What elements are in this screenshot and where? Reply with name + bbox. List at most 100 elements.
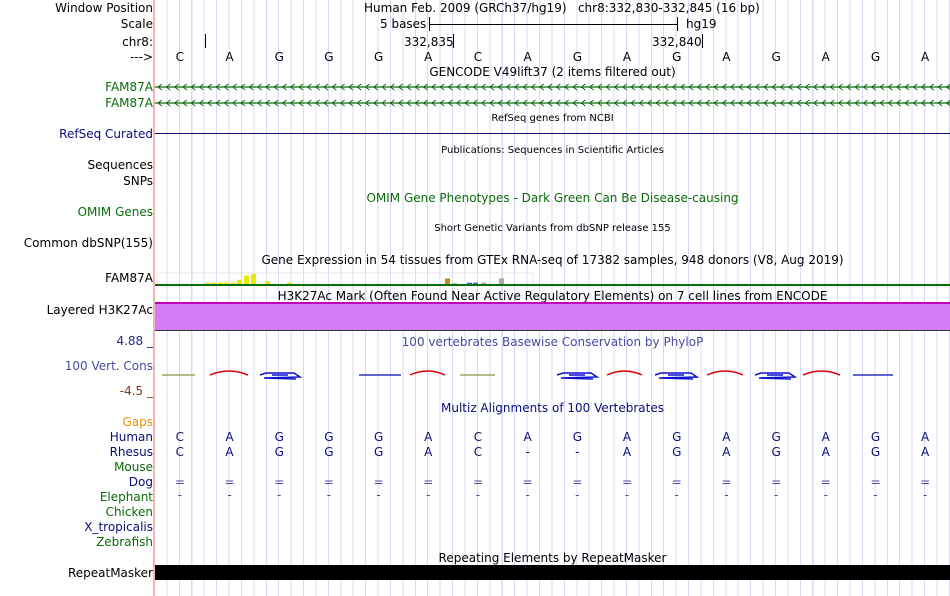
gtex-tissue-bar bbox=[251, 274, 256, 284]
base: G bbox=[870, 50, 881, 64]
label-gencode-1[interactable]: FAM87A bbox=[105, 80, 153, 94]
aligned-base: G bbox=[274, 430, 284, 444]
label-phylop[interactable]: 100 Vert. Cons bbox=[64, 359, 153, 373]
aligned-base: G bbox=[672, 445, 682, 459]
label-rhesus[interactable]: Rhesus bbox=[109, 445, 153, 459]
gtex-tissue-bar bbox=[237, 279, 242, 284]
aligned-base: = bbox=[572, 475, 583, 489]
gtex-tissue-bar bbox=[211, 282, 216, 284]
aligned-base: = bbox=[622, 475, 633, 489]
label-chrom[interactable]: chr8: bbox=[122, 35, 153, 49]
aligned-base: C bbox=[473, 430, 483, 444]
label-zebrafish[interactable]: Zebrafish bbox=[96, 535, 153, 549]
base: A bbox=[722, 50, 731, 64]
label-dog[interactable]: Dog bbox=[128, 475, 153, 489]
label-omim[interactable]: OMIM Genes bbox=[77, 205, 153, 219]
phylop-segment bbox=[606, 370, 643, 376]
title-refseq[interactable]: RefSeq genes from NCBI bbox=[491, 113, 614, 124]
title-gtex[interactable]: Gene Expression in 54 tissues from GTEx … bbox=[261, 253, 844, 267]
base-gridlines bbox=[155, 0, 950, 596]
base: A bbox=[424, 50, 433, 64]
h3k27ac-baseline bbox=[155, 330, 950, 331]
title-multiz[interactable]: Multiz Alignments of 100 Vertebrates bbox=[440, 401, 665, 415]
label-elephant[interactable]: Elephant bbox=[99, 490, 153, 504]
aligned-base: = bbox=[920, 475, 931, 489]
gtex-gene-line bbox=[155, 284, 950, 286]
label-mouse[interactable]: Mouse bbox=[114, 460, 153, 474]
aligned-base: - bbox=[277, 488, 282, 502]
label-chicken[interactable]: Chicken bbox=[105, 505, 153, 519]
tick-mark bbox=[702, 34, 703, 48]
label-window-position[interactable]: Window Position bbox=[55, 1, 153, 15]
aligned-base: G bbox=[373, 430, 384, 444]
aligned-base: - bbox=[475, 488, 481, 502]
label-xtrop[interactable]: X_tropicalis bbox=[84, 520, 153, 534]
aligned-base: G bbox=[771, 445, 781, 459]
label-gaps[interactable]: Gaps bbox=[122, 415, 153, 429]
title-h3k27ac[interactable]: H3K27Ac Mark (Often Found Near Active Re… bbox=[277, 289, 828, 303]
aligned-base: = bbox=[820, 475, 831, 489]
label-repeatmasker[interactable]: RepeatMasker bbox=[67, 566, 153, 580]
aligned-base: - bbox=[575, 445, 580, 459]
aligned-base: G bbox=[572, 430, 582, 444]
phylop-segment bbox=[706, 370, 744, 376]
aligned-base: = bbox=[671, 475, 682, 489]
refseq-gene-line[interactable] bbox=[155, 133, 950, 134]
scale-bar bbox=[429, 17, 678, 31]
label-gencode-2[interactable]: FAM87A bbox=[105, 96, 153, 110]
position-label-1: 332,835 bbox=[404, 35, 454, 49]
gtex-tissue-bar bbox=[473, 282, 478, 284]
h3k27ac-signal[interactable] bbox=[155, 304, 950, 330]
aligned-base: A bbox=[225, 430, 234, 444]
title-dbsnp[interactable]: Short Genetic Variants from dbSNP releas… bbox=[434, 223, 671, 234]
title-omim[interactable]: OMIM Gene Phenotypes - Dark Green Can Be… bbox=[366, 191, 739, 205]
aligned-base: G bbox=[672, 430, 682, 444]
label-snps[interactable]: SNPs bbox=[123, 174, 153, 188]
gtex-tissue-bar bbox=[244, 275, 249, 284]
multiz-dog-row: = = = = = = = = = = = = = = = = bbox=[155, 475, 950, 489]
gtex-tissue-bar bbox=[481, 282, 486, 284]
phylop-segment bbox=[802, 370, 841, 376]
title-repeatmasker[interactable]: Repeating Elements by RepeatMasker bbox=[438, 551, 667, 565]
title-phylop[interactable]: 100 vertebrates Basewise Conservation by… bbox=[401, 335, 704, 349]
base: G bbox=[373, 50, 384, 64]
label-scale[interactable]: Scale bbox=[120, 17, 153, 31]
label-phylop-max: 4.88 _ bbox=[116, 334, 153, 348]
gencode-genes[interactable] bbox=[155, 80, 950, 110]
title-gencode[interactable]: GENCODE V49lift37 (2 items filtered out) bbox=[429, 65, 676, 79]
aligned-base: = bbox=[274, 475, 285, 489]
aligned-base: - bbox=[724, 488, 729, 502]
gtex-tissue-bar bbox=[499, 278, 504, 284]
aligned-base: = bbox=[721, 475, 732, 489]
gtex-tissue-bar bbox=[231, 282, 236, 284]
label-dbsnp[interactable]: Common dbSNP(155) bbox=[23, 236, 153, 250]
gtex-tissue-bar bbox=[467, 282, 472, 284]
aligned-base: = bbox=[373, 475, 384, 489]
label-gtex[interactable]: FAM87A bbox=[105, 271, 153, 285]
phylop-signal[interactable] bbox=[155, 366, 950, 382]
label-h3k27ac[interactable]: Layered H3K27Ac bbox=[46, 303, 153, 317]
aligned-base: = bbox=[870, 475, 881, 489]
phylop-segment bbox=[259, 372, 303, 380]
aligned-base: - bbox=[624, 488, 630, 502]
title-publications[interactable]: Publications: Sequences in Scientific Ar… bbox=[441, 145, 664, 156]
phylop-segment bbox=[556, 372, 600, 380]
aligned-base: A bbox=[722, 445, 731, 459]
repeatmasker-element[interactable] bbox=[155, 565, 950, 580]
aligned-base: - bbox=[823, 488, 828, 502]
aligned-base: G bbox=[324, 445, 334, 459]
strand-arrows-icon bbox=[157, 99, 950, 107]
aligned-base: G bbox=[274, 445, 284, 459]
label-strand[interactable]: ---> bbox=[129, 50, 153, 64]
aligned-base: - bbox=[575, 488, 580, 502]
gtex-tissue-bar bbox=[224, 282, 229, 284]
aligned-base: A bbox=[921, 430, 930, 444]
aligned-base: - bbox=[773, 488, 779, 502]
label-divider[interactable] bbox=[153, 0, 155, 596]
label-human[interactable]: Human bbox=[109, 430, 153, 444]
label-sequences[interactable]: Sequences bbox=[87, 158, 153, 172]
label-refseq[interactable]: RefSeq Curated bbox=[59, 127, 153, 141]
base: G bbox=[324, 50, 334, 64]
